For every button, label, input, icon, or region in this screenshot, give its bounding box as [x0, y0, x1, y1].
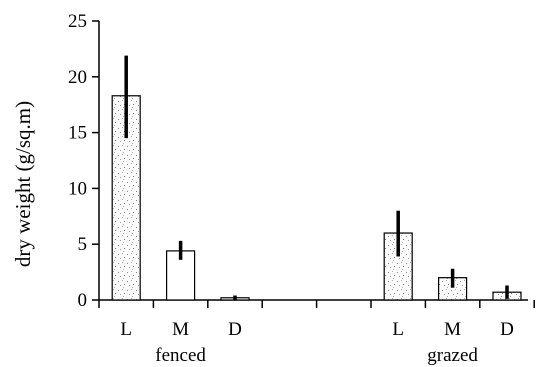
x-category-label: M — [172, 319, 189, 340]
x-category-label: D — [228, 319, 242, 340]
y-tick-label: 0 — [78, 290, 88, 311]
x-axis — [98, 299, 535, 308]
x-category-label: D — [500, 319, 514, 340]
x-category-label: L — [392, 319, 404, 340]
y-axis-title: dry weight (g/sq.m) — [11, 101, 35, 267]
y-tick-label: 10 — [68, 178, 87, 199]
y-tick-label: 5 — [78, 234, 88, 255]
x-category-label: M — [444, 319, 461, 340]
group-label-grazed: grazed — [427, 345, 478, 366]
bars — [111, 55, 522, 301]
group-label-fenced: fenced — [155, 345, 206, 366]
y-axis: 0 5 10 15 20 25 — [68, 11, 100, 311]
y-tick-label: 15 — [68, 123, 87, 144]
x-category-label: L — [120, 319, 132, 340]
y-tick-label: 20 — [68, 67, 87, 88]
y-tick-label: 25 — [68, 11, 87, 32]
